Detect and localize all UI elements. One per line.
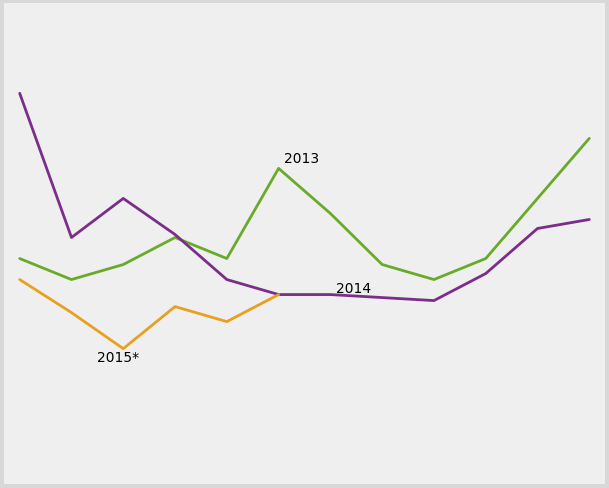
Text: 2014: 2014 [336, 281, 371, 295]
Text: 2013: 2013 [284, 152, 319, 166]
Text: 2015*: 2015* [97, 350, 139, 364]
